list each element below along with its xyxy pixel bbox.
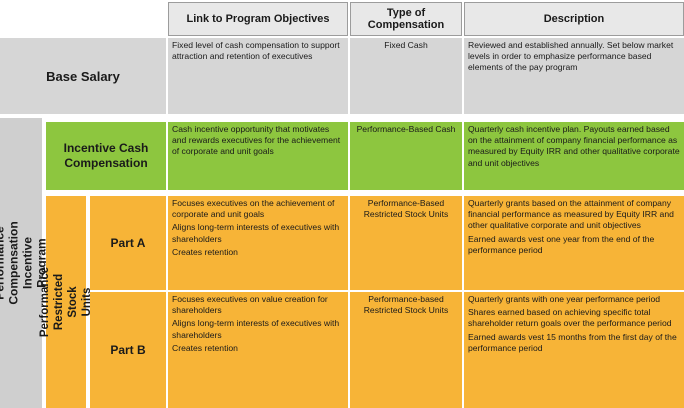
part-a-link: Focuses executives on the achievement of… xyxy=(168,196,348,290)
part-b-link: Focuses executives on value creation for… xyxy=(168,292,348,408)
incentive-cash-link: Cash incentive opportunity that motivate… xyxy=(168,122,348,190)
bullet-text: Quarterly grants based on the attainment… xyxy=(468,198,674,231)
incentive-cash-description: Quarterly cash incentive plan. Payouts e… xyxy=(464,122,684,190)
header-description-label: Description xyxy=(543,13,605,25)
psu-label: Performance Restricted Stock Units xyxy=(39,266,93,338)
bullet-text: Aligns long-term interests of executives… xyxy=(172,318,340,340)
base-salary-label-cell: Base Salary xyxy=(0,38,166,114)
incentive-cash-label: Incentive Cash Compensation xyxy=(63,141,149,170)
bullet-text: Earned awards vest one year from the end… xyxy=(468,233,655,255)
bullet-text: Fixed level of cash compensation to supp… xyxy=(172,40,340,62)
bullet-text: Cash incentive opportunity that motivate… xyxy=(172,124,341,157)
part-a-label-cell: Part A xyxy=(90,196,166,290)
header-link-label: Link to Program Objectives xyxy=(186,13,330,25)
header-type-label: Type of Compensation xyxy=(367,7,445,31)
base-salary-type-text: Fixed Cash xyxy=(384,40,428,50)
part-a-label: Part A xyxy=(110,236,146,250)
incentive-cash-label-cell: Incentive Cash Compensation xyxy=(46,122,166,190)
part-b-type-text: Performance-based Restricted Stock Units xyxy=(363,294,449,316)
bullet-text: Shares earned based on achieving specifi… xyxy=(468,307,672,329)
bullet-text: Quarterly cash incentive plan. Payouts e… xyxy=(468,124,680,168)
bullet-text: Earned awards vest 15 months from the fi… xyxy=(468,331,677,353)
program-side-label: Performance Compensation Incentive Progr… xyxy=(0,118,49,408)
bullet-text: Focuses executives on value creation for… xyxy=(172,294,328,316)
base-salary-link: Fixed level of cash compensation to supp… xyxy=(168,38,348,114)
header-link-objectives: Link to Program Objectives xyxy=(168,2,348,36)
part-a-type: Performance-Based Restricted Stock Units xyxy=(350,196,462,290)
part-a-type-text: Performance-Based Restricted Stock Units xyxy=(363,198,449,220)
base-salary-type: Fixed Cash xyxy=(350,38,462,114)
part-b-type: Performance-based Restricted Stock Units xyxy=(350,292,462,408)
psu-side-label: Performance Restricted Stock Units xyxy=(39,196,93,408)
incentive-cash-type-text: Performance-Based Cash xyxy=(356,124,456,134)
bullet-text: Reviewed and established annually. Set b… xyxy=(468,40,674,73)
bullet-text: Aligns long-term interests of executives… xyxy=(172,222,340,244)
base-salary-description: Reviewed and established annually. Set b… xyxy=(464,38,684,114)
bullet-text: Creates retention xyxy=(172,246,238,257)
part-b-description: Quarterly grants with one year performan… xyxy=(464,292,684,408)
base-salary-label: Base Salary xyxy=(46,68,120,84)
header-type-compensation: Type of Compensation xyxy=(350,2,462,36)
bullet-text: Focuses executives on the achievement of… xyxy=(172,198,335,220)
bullet-text: Creates retention xyxy=(172,342,238,353)
bullet-text: Quarterly grants with one year performan… xyxy=(468,294,661,304)
part-b-label: Part B xyxy=(110,343,146,357)
part-a-description: Quarterly grants based on the attainment… xyxy=(464,196,684,290)
part-b-label-cell: Part B xyxy=(90,292,166,408)
header-description: Description xyxy=(464,2,684,36)
incentive-cash-type: Performance-Based Cash xyxy=(350,122,462,190)
